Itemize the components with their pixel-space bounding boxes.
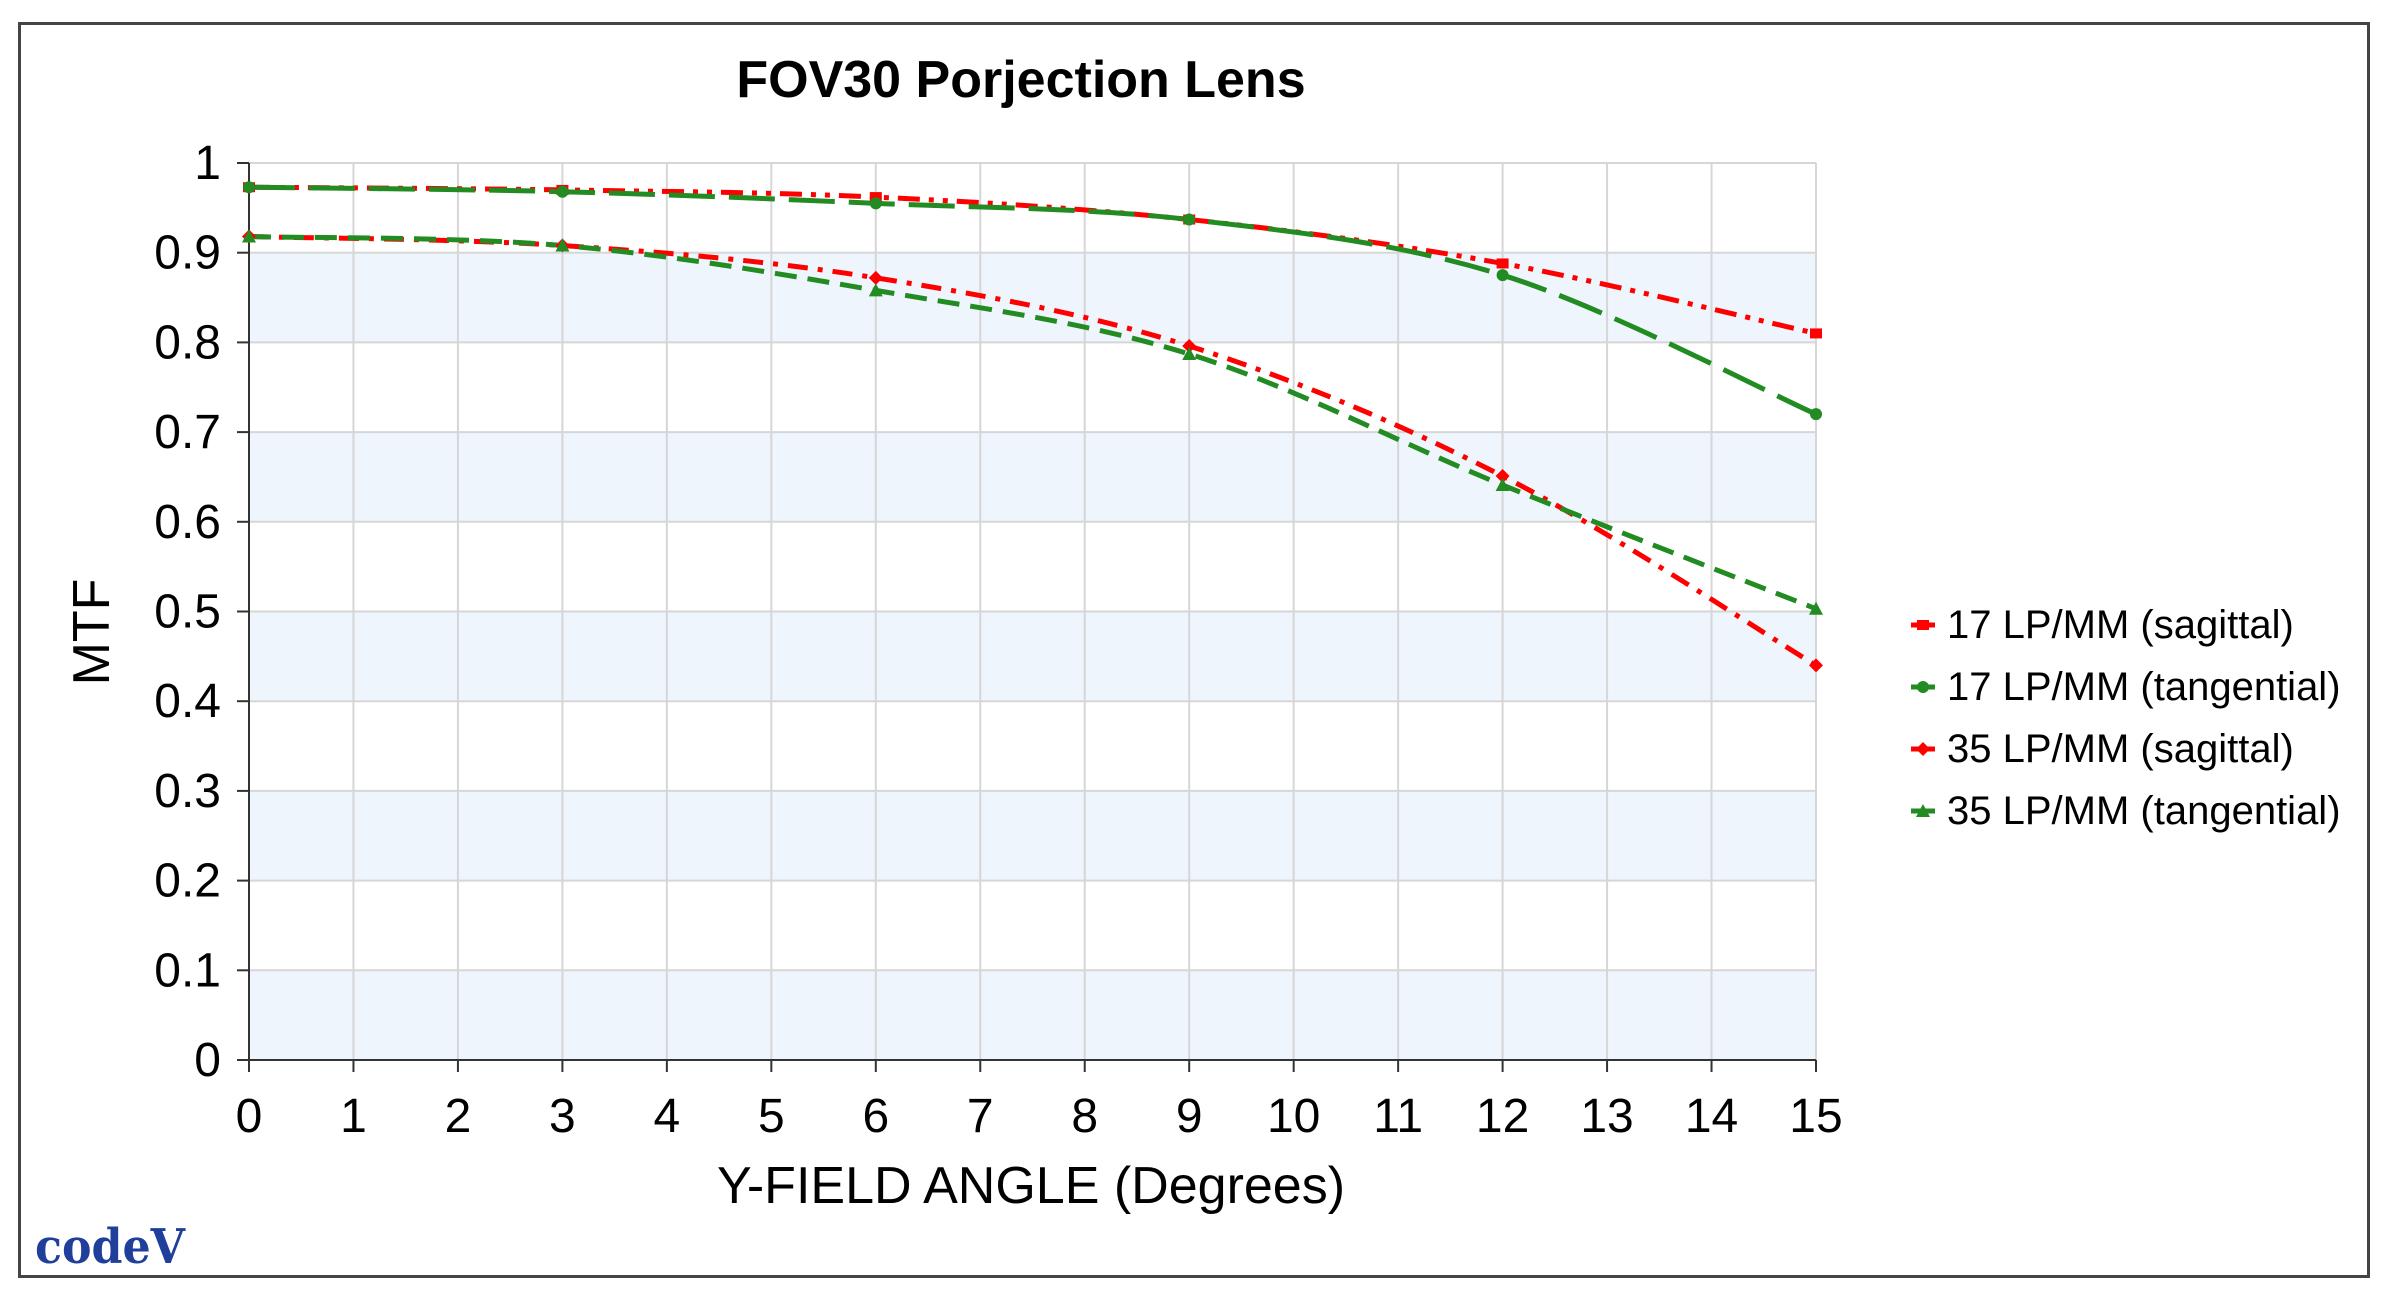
y-axis-label: MTF <box>63 579 121 686</box>
series-line-2 <box>248 184 1818 417</box>
legend: 17 LP/MM (sagittal) 17 LP/MM (tangential)… <box>1911 603 2341 833</box>
codev-logo-text: codeV <box>35 1219 186 1275</box>
data-point <box>1810 328 1822 339</box>
background-band <box>249 252 1816 343</box>
data-point <box>1182 347 1197 361</box>
y-tick-label: 0.4 <box>154 675 221 728</box>
data-point <box>242 229 256 243</box>
x-tick-label: 4 <box>654 1090 681 1143</box>
x-tick-label: 6 <box>862 1090 889 1143</box>
data-point <box>1496 258 1509 269</box>
x-tick-label: 8 <box>1071 1090 1098 1143</box>
data-point <box>556 185 569 198</box>
x-tick-label: 7 <box>967 1090 994 1143</box>
x-tick-label: 0 <box>236 1090 263 1143</box>
data-point <box>868 270 883 285</box>
y-tick-label: 0.7 <box>154 406 221 459</box>
legend-label: 17 LP/MM (tangential) <box>1947 665 2341 709</box>
y-tick-label: 0.3 <box>154 765 221 818</box>
data-point <box>1495 469 1510 484</box>
data-point <box>1810 408 1822 421</box>
mtf-chart: 0 1 2 3 4 5 6 7 8 9 10 11 12 13 14 15 00.10.20.30.40.50… <box>35 51 2341 1275</box>
x-tick-labels: 0 1 2 3 4 5 6 7 8 9 10 11 12 13 14 15 <box>236 1090 1843 1143</box>
chart-frame: 0 1 2 3 4 5 6 7 8 9 10 11 12 13 14 15 0 0.1 0.2 0.3 0.4 0.5 0… <box>18 22 2370 1278</box>
x-tick-label: 11 <box>1373 1090 1423 1143</box>
data-point <box>869 197 882 210</box>
x-tick-label: 9 <box>1176 1090 1203 1143</box>
data-point <box>1182 338 1197 353</box>
legend-label: 17 LP/MM (sagittal) <box>1947 603 2294 647</box>
data-point <box>1183 213 1196 226</box>
background-band <box>249 790 1816 881</box>
x-tick-label: 12 <box>1476 1090 1529 1143</box>
data-point <box>1496 269 1509 282</box>
y-tick-label: 0.8 <box>154 316 221 369</box>
y-tick-labels: 0 0.1 0.2 0.3 0.4 0.5 0.6 0.7 0.8 0.9 1 <box>154 137 221 1087</box>
y-tick-label: 1 <box>194 137 221 190</box>
data-point <box>555 238 570 252</box>
x-tick-label: 15 <box>1789 1090 1842 1143</box>
x-tick-label: 1 <box>340 1090 367 1143</box>
axes <box>237 162 1817 1072</box>
background-band <box>249 611 1816 702</box>
y-tick-label: 0.1 <box>154 944 221 997</box>
data-point <box>243 181 255 194</box>
x-tick-label: 2 <box>445 1090 472 1143</box>
x-tick-label: 10 <box>1267 1090 1320 1143</box>
x-tick-label: 14 <box>1685 1090 1738 1143</box>
y-tick-label: 0.6 <box>154 496 221 549</box>
data-point <box>1495 478 1510 492</box>
data-point <box>1809 658 1823 673</box>
data-point <box>1809 601 1823 615</box>
legend-label: 35 LP/MM (sagittal) <box>1947 727 2294 771</box>
data-point <box>868 283 883 297</box>
y-tick-label: 0.9 <box>154 227 221 280</box>
data-point <box>869 192 882 203</box>
x-tick-label: 5 <box>758 1090 785 1143</box>
x-tick-label: 3 <box>549 1090 576 1143</box>
chart-title: FOV30 Porjection Lens <box>736 51 1305 109</box>
series-markers <box>242 181 1823 673</box>
legend-label: 35 LP/MM (tangential) <box>1947 789 2341 833</box>
series-lines <box>248 184 1818 668</box>
background-band <box>249 432 1816 522</box>
codev-logo: codeV <box>35 1219 186 1275</box>
y-tick-label: 0.5 <box>154 586 221 639</box>
background-bands <box>249 252 1816 1060</box>
y-tick-label: 0 <box>194 1034 221 1087</box>
x-axis-label: Y-FIELD ANGLE (Degrees) <box>717 1157 1345 1215</box>
y-tick-label: 0.2 <box>154 855 221 908</box>
series-line-4 <box>248 234 1817 612</box>
x-tick-label: 13 <box>1580 1090 1633 1143</box>
background-band <box>249 970 1816 1060</box>
